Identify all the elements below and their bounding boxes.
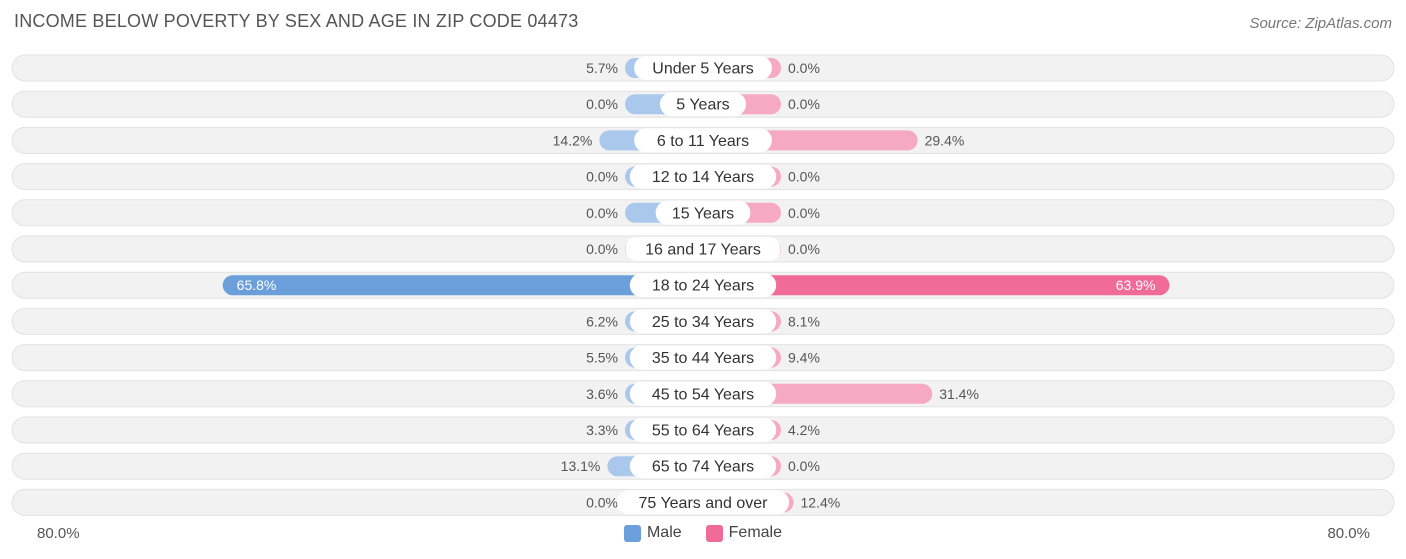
data-label-male: 0.0% — [586, 494, 618, 510]
category-pill — [629, 164, 777, 189]
data-label-female: 8.1% — [788, 313, 820, 329]
category-pill — [629, 418, 777, 442]
data-label-female: 4.2% — [788, 422, 820, 438]
category-label: 5 Years — [676, 97, 729, 114]
legend-item-female[interactable]: Female — [705, 524, 783, 542]
data-label-female: 0.0% — [788, 169, 820, 185]
data-label-female: 63.9% — [1116, 277, 1156, 293]
legend-item-male[interactable]: Male — [623, 524, 682, 542]
data-label-female: 0.0% — [788, 205, 820, 221]
bar-male — [222, 275, 703, 296]
data-label-male: 0.0% — [586, 169, 618, 185]
category-label: 15 Years — [672, 205, 734, 222]
category-pill — [629, 381, 777, 406]
category-pill — [625, 237, 781, 261]
category-label: 18 to 24 Years — [652, 278, 754, 295]
data-label-female: 0.0% — [788, 241, 820, 257]
category-pill — [659, 92, 747, 117]
category-pill — [629, 273, 777, 298]
axis-right-label: 80.0% — [1327, 525, 1370, 542]
category-pill — [655, 200, 751, 225]
data-label-male: 5.7% — [586, 60, 618, 76]
data-label-female: 9.4% — [788, 350, 820, 366]
category-pill — [629, 309, 777, 334]
data-label-male: 0.0% — [586, 96, 618, 112]
data-label-male: 3.3% — [586, 422, 618, 438]
category-label: 65 to 74 Years — [652, 459, 754, 476]
source-note: Source: ZipAtlas.com — [1249, 15, 1392, 32]
data-label-female: 0.0% — [788, 458, 820, 474]
legend-label-male: Male — [646, 524, 682, 541]
category-label: Under 5 Years — [652, 61, 753, 78]
legend-label-female: Female — [728, 524, 783, 541]
data-label-female: 0.0% — [788, 60, 820, 76]
data-label-male: 14.2% — [553, 132, 593, 148]
category-label: 25 to 34 Years — [652, 314, 754, 331]
category-pill — [629, 454, 777, 479]
category-label: 12 to 14 Years — [652, 169, 754, 186]
category-label: 35 to 44 Years — [652, 350, 754, 367]
chart-plot: 5.7% 0.0% Under 5 Years 0.0% 0.0% 5 Years 14.2… — [11, 54, 1395, 516]
category-pill — [634, 128, 772, 153]
category-pill — [616, 490, 790, 515]
bar-female — [703, 275, 1170, 296]
data-label-male: 6.2% — [586, 313, 618, 329]
category-pill — [634, 56, 772, 80]
legend-swatch-male — [623, 524, 641, 542]
data-label-male: 13.1% — [561, 458, 601, 474]
data-label-female: 31.4% — [939, 386, 979, 402]
data-label-female: 0.0% — [788, 96, 820, 112]
axis-left-label: 80.0% — [37, 525, 80, 542]
category-label: 6 to 11 Years — [657, 133, 749, 150]
data-label-male: 3.6% — [586, 386, 618, 402]
data-label-male: 0.0% — [586, 205, 618, 221]
legend-swatch-female — [705, 524, 723, 542]
category-label: 75 Years and over — [639, 495, 769, 512]
category-label: 16 and 17 Years — [645, 242, 761, 259]
data-label-male: 65.8% — [237, 277, 277, 293]
legend: Male Female — [0, 524, 1406, 542]
chart-title: INCOME BELOW POVERTY BY SEX AND AGE IN Z… — [14, 11, 579, 31]
category-label: 45 to 54 Years — [652, 386, 754, 403]
data-label-male: 0.0% — [586, 241, 618, 257]
category-pill — [629, 345, 777, 370]
data-label-female: 12.4% — [801, 494, 841, 510]
data-label-male: 5.5% — [586, 350, 618, 366]
category-label: 55 to 64 Years — [652, 423, 754, 440]
data-label-female: 29.4% — [925, 132, 965, 148]
